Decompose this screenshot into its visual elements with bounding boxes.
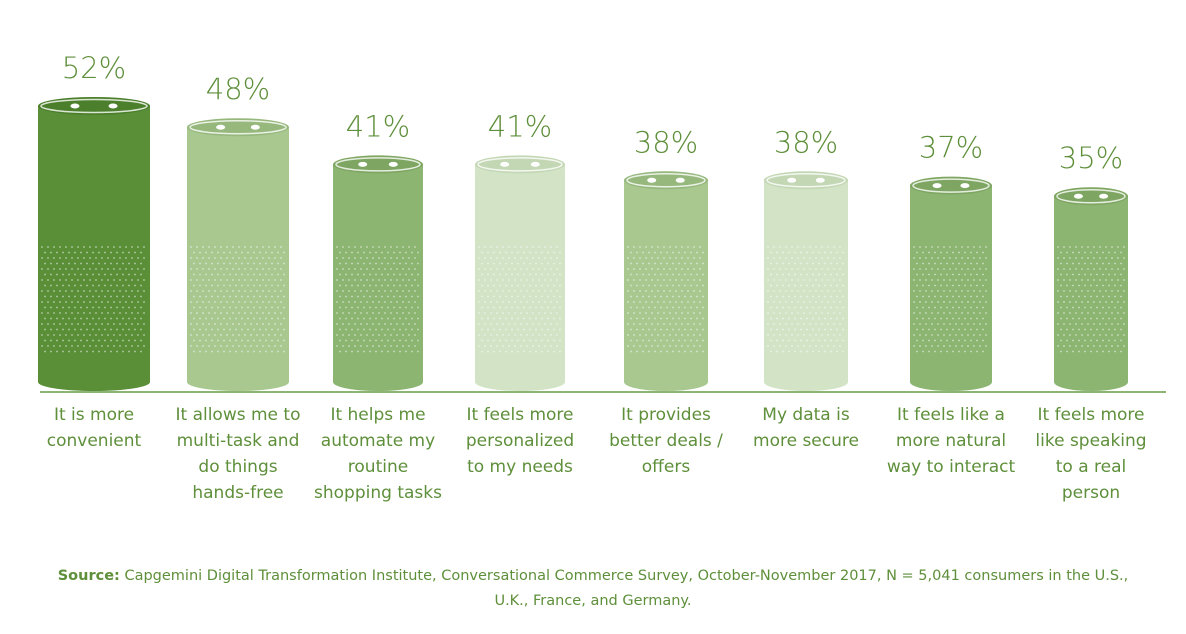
bar-lid <box>333 155 423 174</box>
speaker-grille <box>627 246 704 353</box>
bar-lid-ring <box>766 173 846 188</box>
bar-3 <box>333 155 423 391</box>
value-label: 52% <box>62 51 126 85</box>
category-label: It provides better deals / offers <box>609 405 723 477</box>
bar-lid <box>1054 187 1128 206</box>
speaker-grille <box>913 246 987 353</box>
value-label: 35% <box>1059 141 1123 175</box>
bar-body <box>187 127 289 382</box>
bar-button <box>530 161 540 167</box>
bar-lid <box>910 176 992 195</box>
bar-base <box>624 373 708 391</box>
category-label: It feels like a more natural way to inte… <box>886 405 1016 477</box>
bar-button <box>250 124 260 130</box>
source-label: Source: <box>57 568 120 584</box>
bar-button <box>388 161 398 167</box>
bar-lid <box>187 118 289 137</box>
category-label: It helps me automate my routine shopping… <box>314 405 442 503</box>
bar-body <box>910 185 992 382</box>
category-label: It is more convenient <box>46 405 142 451</box>
bar-button <box>108 103 118 109</box>
bar-lid <box>764 171 848 190</box>
bar-lid-ring <box>40 98 148 114</box>
value-label: 41% <box>346 109 410 143</box>
bar-lid-ring <box>189 119 287 135</box>
bar-button <box>216 124 226 130</box>
value-label: 37% <box>919 131 983 165</box>
source-note: Source: Capgemini Digital Transformation… <box>40 564 1146 614</box>
bar-base <box>187 373 289 391</box>
bar-lid <box>624 171 708 190</box>
value-label: 48% <box>206 72 270 106</box>
bar-6 <box>764 171 848 391</box>
bar-base <box>1054 373 1128 391</box>
bar-7 <box>910 176 992 391</box>
bar-body <box>333 164 423 382</box>
bar-lid <box>38 97 150 115</box>
category-label: It feels more like speaking to a real pe… <box>1035 405 1147 503</box>
speaker-grille <box>190 246 285 353</box>
bar-base <box>333 373 423 391</box>
bar-body <box>764 180 848 382</box>
bar-button <box>815 177 825 183</box>
bar-1 <box>38 97 150 391</box>
bar-body <box>624 180 708 382</box>
bar-button <box>647 177 657 183</box>
bar-base <box>910 373 992 391</box>
bar-button <box>500 161 510 167</box>
bar-button <box>675 177 685 183</box>
bar-body <box>475 164 565 382</box>
bar-lid <box>475 155 565 174</box>
bar-2 <box>187 118 289 391</box>
bar-button <box>1099 193 1109 199</box>
bar-lid-ring <box>626 173 706 188</box>
bar-body <box>38 106 150 382</box>
source-text: Capgemini Digital Transformation Institu… <box>119 568 1129 609</box>
bar-button <box>960 183 970 189</box>
bar-base <box>475 373 565 391</box>
category-label: It allows me to multi-task and do things… <box>175 405 301 503</box>
bar-button <box>787 177 797 183</box>
value-label: 38% <box>634 125 698 159</box>
bar-lid-ring <box>335 157 421 172</box>
bar-button <box>1073 193 1083 199</box>
bar-lid-ring <box>1056 188 1126 204</box>
category-label: My data is more secure <box>753 405 859 451</box>
bar-button <box>70 103 80 109</box>
bar-button <box>932 183 942 189</box>
bar-base <box>764 373 848 391</box>
bar-base <box>38 373 150 391</box>
speaker-grille <box>478 246 561 353</box>
value-label: 38% <box>774 125 838 159</box>
speaker-grille <box>1057 246 1125 353</box>
speaker-grille <box>336 246 419 353</box>
bar-lid-ring <box>912 178 990 193</box>
bar-4 <box>475 155 565 391</box>
speaker-grille <box>41 246 145 353</box>
bar-body <box>1054 196 1128 382</box>
speaker-grille <box>767 246 844 353</box>
bar-5 <box>624 171 708 391</box>
bar-lid-ring <box>477 157 563 172</box>
value-label: 41% <box>488 109 552 143</box>
bar-button <box>358 161 368 167</box>
category-label: It feels more personalized to my needs <box>465 405 575 477</box>
bar-8 <box>1054 187 1128 391</box>
